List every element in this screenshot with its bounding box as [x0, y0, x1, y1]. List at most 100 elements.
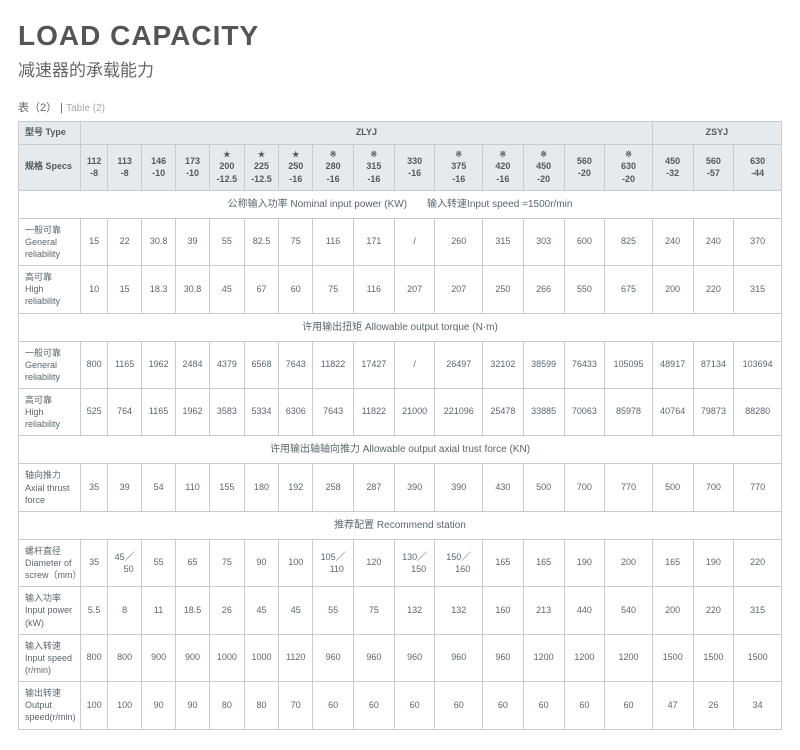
data-cell: 70063 [564, 389, 605, 436]
data-cell: 11822 [353, 389, 394, 436]
data-cell: 54 [142, 464, 176, 511]
data-cell: 1165 [108, 341, 142, 388]
data-cell: 160 [483, 587, 524, 634]
row-label: 一般可靠General reliability [19, 341, 81, 388]
data-cell: 88280 [734, 389, 782, 436]
data-cell: 700 [693, 464, 734, 511]
table-row: 输入转速Input speed (r/min)80080090090010001… [19, 634, 782, 681]
data-cell: 65 [176, 539, 210, 586]
data-cell: 26 [210, 587, 245, 634]
data-cell: 21000 [394, 389, 435, 436]
data-cell: 207 [435, 266, 483, 313]
data-cell: 192 [279, 464, 313, 511]
data-cell: 60 [394, 682, 435, 729]
data-cell: 221096 [435, 389, 483, 436]
data-cell: 960 [313, 634, 354, 681]
data-cell: 315 [734, 266, 782, 313]
data-cell: 100 [108, 682, 142, 729]
data-cell: 240 [652, 218, 693, 265]
data-cell: 67 [244, 266, 279, 313]
data-cell: 110 [176, 464, 210, 511]
data-cell: 30.8 [176, 266, 210, 313]
data-cell: 60 [523, 682, 564, 729]
data-cell: 1500 [693, 634, 734, 681]
data-cell: 100 [279, 539, 313, 586]
data-cell: 1165 [142, 389, 176, 436]
data-cell: 60 [279, 266, 313, 313]
data-cell: 5334 [244, 389, 279, 436]
data-cell: 45 [210, 266, 245, 313]
page-title: LOAD CAPACITY [18, 20, 782, 52]
data-cell: 60 [313, 682, 354, 729]
data-cell: 165 [483, 539, 524, 586]
data-cell: / [394, 341, 435, 388]
data-cell: 75 [279, 218, 313, 265]
data-cell: 1200 [605, 634, 653, 681]
th-model: 630-44 [734, 144, 782, 190]
data-cell: 764 [108, 389, 142, 436]
table-row: 一般可靠General reliability152230.8395582.57… [19, 218, 782, 265]
data-cell: 287 [353, 464, 394, 511]
data-cell: 900 [176, 634, 210, 681]
table-row: 高可靠High reliability101518.330.8456760751… [19, 266, 782, 313]
data-cell: 500 [652, 464, 693, 511]
data-cell: 220 [693, 587, 734, 634]
table-head: 型号 Type ZLYJ ZSYJ 规格 Specs 112-8113-8146… [19, 122, 782, 191]
data-cell: 960 [483, 634, 524, 681]
data-cell: 60 [483, 682, 524, 729]
data-cell: 700 [564, 464, 605, 511]
th-model: 450-32 [652, 144, 693, 190]
table-row: 轴向推力Axial thrust force353954110155180192… [19, 464, 782, 511]
data-cell: 390 [394, 464, 435, 511]
data-cell: 55 [313, 587, 354, 634]
data-cell: 960 [435, 634, 483, 681]
data-cell: 100 [81, 682, 108, 729]
data-cell: 200 [652, 587, 693, 634]
data-cell: 1000 [210, 634, 245, 681]
data-cell: 60 [605, 682, 653, 729]
data-cell: 213 [523, 587, 564, 634]
data-cell: 440 [564, 587, 605, 634]
data-cell: 47 [652, 682, 693, 729]
data-cell: 130／ 150 [394, 539, 435, 586]
data-cell: 800 [81, 341, 108, 388]
data-cell: 32102 [483, 341, 524, 388]
data-cell: 770 [734, 464, 782, 511]
row-label: 一般可靠General reliability [19, 218, 81, 265]
data-cell: 38599 [523, 341, 564, 388]
data-cell: 80 [244, 682, 279, 729]
data-cell: / [394, 218, 435, 265]
data-cell: 75 [353, 587, 394, 634]
data-cell: 4379 [210, 341, 245, 388]
row-label: 高可靠High reliability [19, 266, 81, 313]
data-cell: 11822 [313, 341, 354, 388]
data-cell: 11 [142, 587, 176, 634]
th-model: 560-20 [564, 144, 605, 190]
data-cell: 260 [435, 218, 483, 265]
data-cell: 7643 [313, 389, 354, 436]
capacity-table: 型号 Type ZLYJ ZSYJ 规格 Specs 112-8113-8146… [18, 121, 782, 730]
data-cell: 60 [353, 682, 394, 729]
data-cell: 250 [483, 266, 524, 313]
data-cell: 15 [81, 218, 108, 265]
data-cell: 75 [210, 539, 245, 586]
data-cell: 1200 [523, 634, 564, 681]
data-cell: 220 [734, 539, 782, 586]
data-cell: 120 [353, 539, 394, 586]
data-cell: 33885 [523, 389, 564, 436]
data-cell: 240 [693, 218, 734, 265]
th-model: ★250-16 [279, 144, 313, 190]
data-cell: 6568 [244, 341, 279, 388]
data-cell: 7643 [279, 341, 313, 388]
data-cell: 2484 [176, 341, 210, 388]
data-cell: 220 [693, 266, 734, 313]
data-cell: 1962 [176, 389, 210, 436]
data-cell: 15 [108, 266, 142, 313]
data-cell: 40764 [652, 389, 693, 436]
data-cell: 1962 [142, 341, 176, 388]
data-cell: 1500 [652, 634, 693, 681]
table-caption: 表（2） | Table (2) [18, 99, 782, 115]
data-cell: 315 [483, 218, 524, 265]
th-model: 146-10 [142, 144, 176, 190]
data-cell: 390 [435, 464, 483, 511]
